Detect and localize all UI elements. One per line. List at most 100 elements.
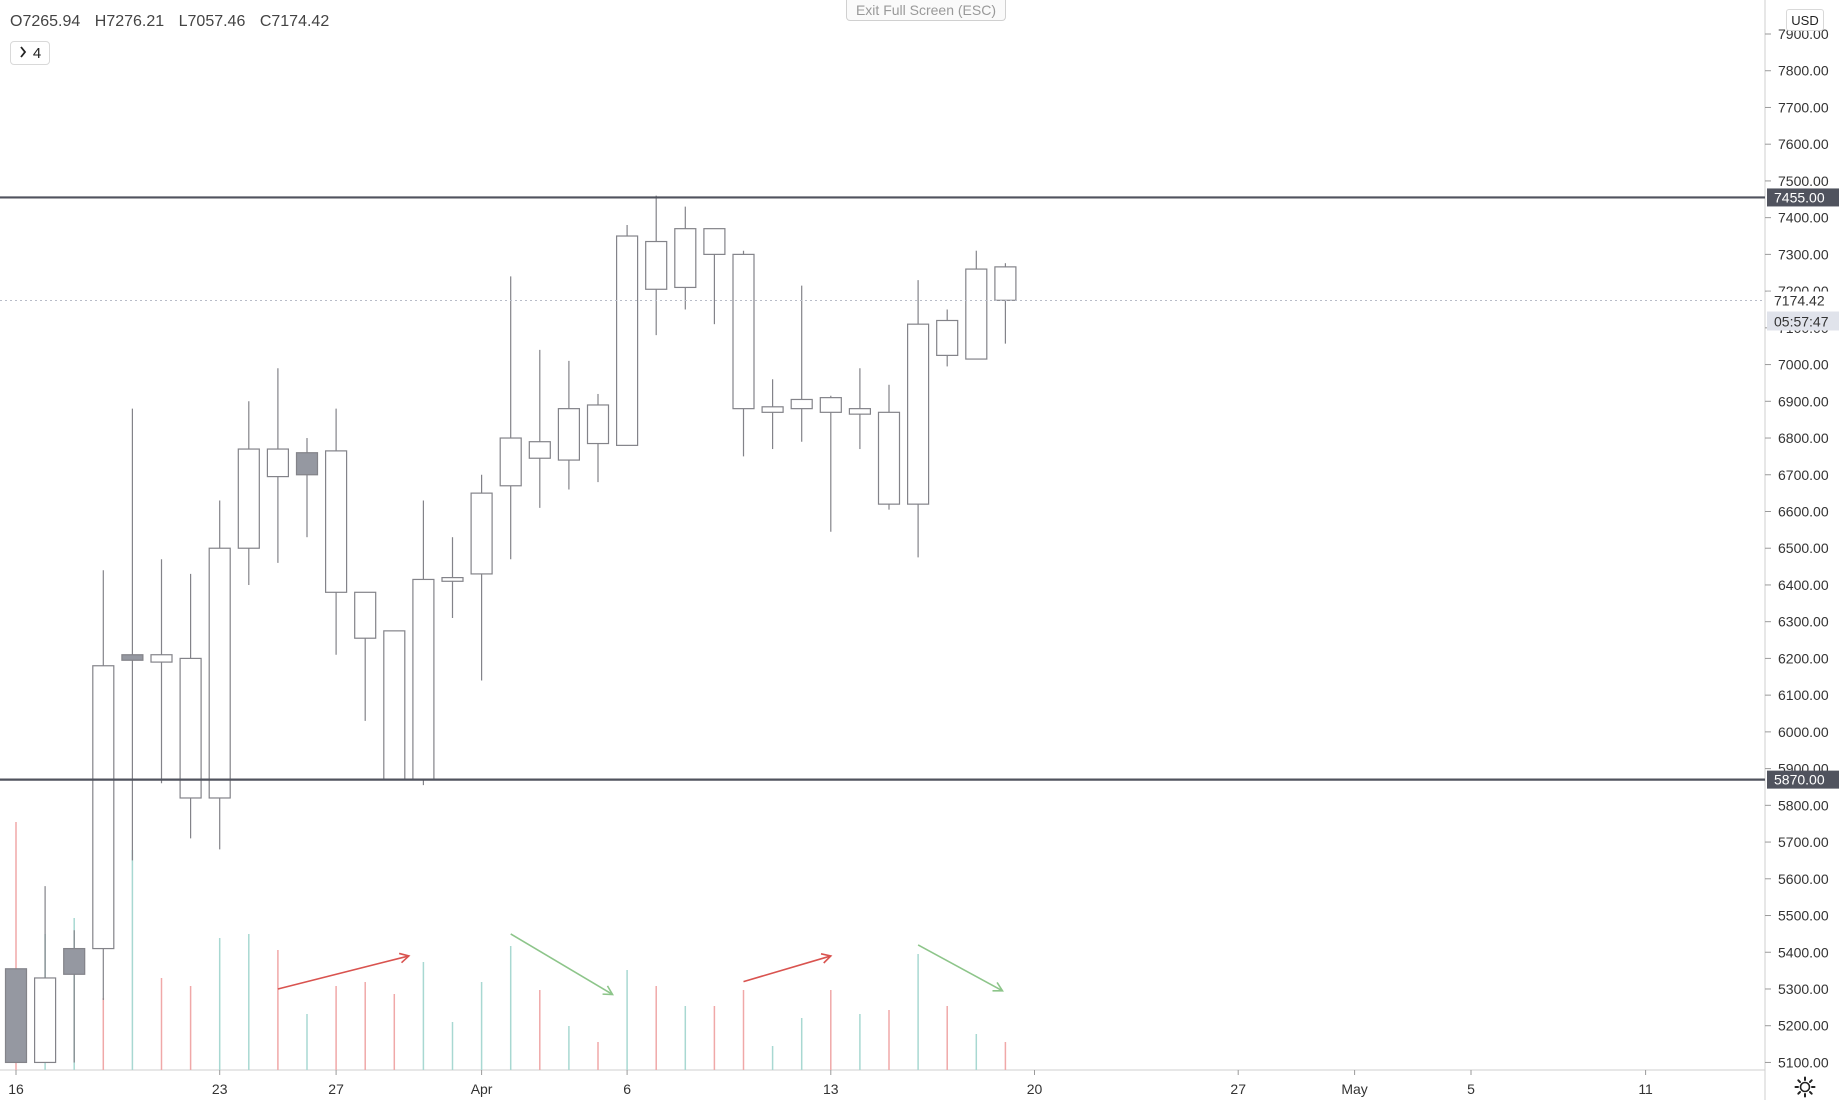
candle-body [499, 437, 522, 487]
candle [266, 368, 289, 563]
price-tick-label: 7000.00 [1778, 357, 1829, 373]
candle [441, 537, 464, 619]
candle [412, 500, 435, 786]
open-label: O [10, 13, 23, 30]
candle-body [412, 578, 435, 781]
candle-body [63, 947, 86, 975]
chevron-right-icon [19, 45, 27, 62]
price-tick-label: 6900.00 [1778, 393, 1829, 409]
candle [965, 250, 988, 360]
candle [383, 630, 406, 781]
countdown-tag-label: 05:57:47 [1774, 314, 1829, 330]
level-price-tag [1767, 770, 1839, 789]
candle [732, 250, 755, 457]
trend-arrow-line [277, 955, 410, 990]
candle-body [121, 654, 144, 661]
candle-body [761, 406, 784, 413]
last-price-tag [1767, 291, 1839, 310]
price-tick-label: 5600.00 [1778, 871, 1829, 887]
candle [994, 263, 1017, 344]
price-tick-label: 7600.00 [1778, 136, 1829, 152]
candle-body [354, 591, 377, 639]
price-tick-label: 6700.00 [1778, 467, 1829, 483]
candle [179, 573, 202, 839]
trend-arrow [917, 944, 1004, 992]
price-tick-label: 6000.00 [1778, 724, 1829, 740]
price-tick-label: 7400.00 [1778, 210, 1829, 226]
trend-arrow [277, 952, 411, 990]
price-tick-label: 5700.00 [1778, 834, 1829, 850]
candle [63, 930, 86, 1063]
price-tick-label: 5400.00 [1778, 944, 1829, 960]
price-tick-label: 5500.00 [1778, 908, 1829, 924]
candle [354, 591, 377, 721]
trend-arrow-head [602, 985, 614, 996]
candle-body [528, 441, 551, 459]
open-value: 7265.94 [22, 13, 81, 30]
price-tick-label: 6100.00 [1778, 687, 1829, 703]
candle [906, 280, 930, 558]
level-price-tag-label: 7455.00 [1774, 189, 1825, 205]
close-value: 7174.42 [271, 13, 330, 30]
time-tick-label: May [1341, 1081, 1367, 1097]
candle [150, 559, 173, 784]
price-tick-label: 7700.00 [1778, 99, 1829, 115]
time-tick-label: 27 [1230, 1081, 1246, 1097]
candle [586, 393, 610, 483]
last-price-tag-label: 7174.42 [1774, 293, 1825, 309]
candle-body [877, 411, 901, 505]
exit-fullscreen-button[interactable]: Exit Full Screen (ESC) [846, 0, 1006, 21]
candle [761, 379, 784, 450]
candle-body [4, 968, 28, 1064]
time-tick-label: 13 [823, 1081, 839, 1097]
candle [936, 309, 959, 367]
price-tick-label: 6800.00 [1778, 430, 1829, 446]
candle-body [383, 630, 406, 781]
trend-arrow [510, 933, 614, 996]
countdown-tag [1767, 311, 1839, 331]
studies-toggle-button[interactable]: 4 [10, 41, 50, 65]
low-label: L [178, 13, 188, 30]
price-tick-label: 6400.00 [1778, 577, 1829, 593]
candle-body [848, 408, 872, 415]
currency-label[interactable]: USD [1786, 9, 1824, 31]
candle [295, 438, 319, 538]
price-tick-label: 6500.00 [1778, 540, 1829, 556]
candle [470, 474, 493, 681]
time-tick-label: 11 [1638, 1081, 1653, 1097]
candle [790, 285, 813, 442]
candle [819, 395, 842, 532]
time-tick-label: 5 [1467, 1081, 1475, 1097]
candle-body [674, 228, 697, 289]
candle-body [819, 397, 842, 413]
candle-body [586, 404, 610, 445]
candle-body [703, 228, 726, 255]
price-tick-label: 5300.00 [1778, 981, 1829, 997]
trend-arrow-line [743, 955, 832, 983]
level-price-tag [1767, 188, 1839, 207]
candle-body [33, 977, 57, 1064]
candle [121, 408, 144, 861]
time-tick-label: 23 [212, 1081, 228, 1097]
trend-arrow [743, 953, 833, 983]
candle-body [150, 654, 173, 663]
candle [674, 206, 697, 310]
candle [877, 384, 901, 510]
gear-icon[interactable] [1793, 1075, 1817, 1099]
candle [208, 500, 231, 850]
candle-body [295, 452, 319, 476]
candle-body [266, 448, 289, 478]
candle-body [470, 492, 493, 575]
price-tick-label: 7500.00 [1778, 173, 1829, 189]
candle-body [965, 268, 988, 360]
candle [848, 368, 872, 450]
trend-arrow-head [992, 981, 1004, 992]
candle-body [557, 408, 581, 461]
price-tick-label: 7800.00 [1778, 63, 1829, 79]
level-price-tag-label: 5870.00 [1774, 772, 1825, 788]
candle-body [645, 240, 668, 290]
time-tick-label: 16 [8, 1081, 24, 1097]
price-tick-label: 6200.00 [1778, 650, 1829, 666]
price-tick-label: 5100.00 [1778, 1054, 1829, 1070]
